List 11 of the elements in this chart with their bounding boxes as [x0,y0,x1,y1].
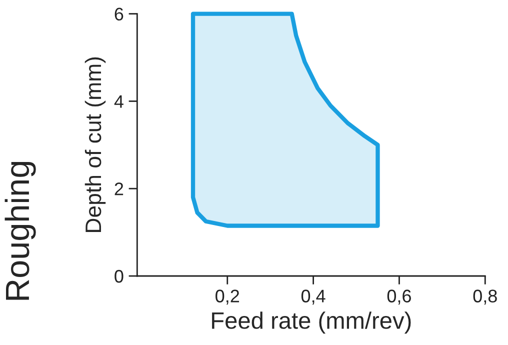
x-tick-label: 0,8 [473,290,497,305]
y-axis-title: Depth of cut (mm) [84,57,106,232]
x-tick-label: 0,6 [387,290,411,305]
y-tick-label: 2 [114,182,124,196]
y-tick-label: 6 [114,8,124,21]
x-tick-label: 0,2 [216,290,240,305]
y-tick-label: 0 [114,270,124,283]
x-axis-title: Feed rate (mm/rev) [212,312,411,334]
text: Roughing [4,162,36,300]
y-tick-label: 4 [114,95,124,108]
x-tick-label: 0,4 [301,290,326,305]
